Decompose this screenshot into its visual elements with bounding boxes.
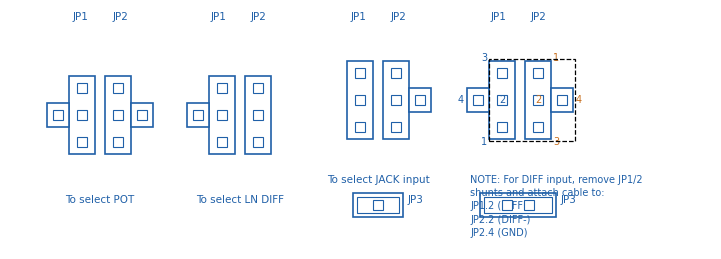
Bar [77, 83, 87, 93]
Bar [525, 61, 551, 139]
Bar [391, 122, 401, 132]
Text: JP2: JP2 [390, 12, 406, 22]
Bar [409, 88, 431, 112]
Bar [193, 110, 203, 120]
Bar [484, 197, 552, 213]
Bar [355, 95, 365, 105]
Text: NOTE: For DIFF input, remove JP1/2
shunts and attach cable to:
JP1.2 (DIFF+)
JP2: NOTE: For DIFF input, remove JP1/2 shunt… [470, 175, 642, 238]
Bar [253, 110, 263, 120]
Bar [497, 122, 507, 132]
Bar [209, 76, 235, 154]
Bar [113, 110, 123, 120]
Bar [355, 122, 365, 132]
Bar [217, 83, 227, 93]
Text: JP2: JP2 [250, 12, 266, 22]
Bar [383, 61, 409, 139]
Text: JP3: JP3 [408, 195, 424, 205]
Bar [187, 103, 209, 127]
Bar [489, 59, 575, 141]
Bar [347, 61, 373, 139]
Bar [105, 76, 131, 154]
Text: 4: 4 [576, 95, 582, 105]
Bar [551, 88, 573, 112]
Bar [480, 193, 556, 217]
Bar [69, 76, 95, 154]
Text: JP1: JP1 [210, 12, 226, 22]
Text: 2: 2 [499, 95, 505, 105]
Bar [391, 95, 401, 105]
Bar [533, 122, 543, 132]
Bar [497, 68, 507, 78]
Bar [373, 200, 383, 210]
Bar [415, 95, 425, 105]
Text: JP2: JP2 [112, 12, 128, 22]
Bar [467, 88, 489, 112]
Bar [557, 95, 567, 105]
Bar [217, 110, 227, 120]
Text: 1: 1 [481, 137, 487, 147]
Bar [391, 68, 401, 78]
Bar [131, 103, 153, 127]
Bar [473, 95, 483, 105]
Bar [524, 200, 534, 210]
Bar [137, 110, 147, 120]
Text: 2: 2 [535, 95, 541, 105]
Bar [47, 103, 69, 127]
Text: JP1: JP1 [490, 12, 506, 22]
Bar [253, 83, 263, 93]
Bar [497, 95, 507, 105]
Text: 3: 3 [553, 137, 559, 147]
Text: 4: 4 [458, 95, 464, 105]
Bar [113, 137, 123, 147]
Text: 3: 3 [481, 53, 487, 63]
Bar [77, 110, 87, 120]
Text: JP3: JP3 [561, 195, 577, 205]
Bar [113, 83, 123, 93]
Bar [77, 137, 87, 147]
Bar [245, 76, 271, 154]
Bar [502, 200, 512, 210]
Bar [533, 95, 543, 105]
Text: 1: 1 [553, 53, 559, 63]
Bar [353, 193, 403, 217]
Text: To select JACK input: To select JACK input [327, 175, 430, 185]
Text: JP2: JP2 [530, 12, 546, 22]
Text: To select POT: To select POT [66, 195, 135, 205]
Bar [357, 197, 399, 213]
Bar [489, 61, 515, 139]
Text: JP1: JP1 [72, 12, 88, 22]
Bar [53, 110, 63, 120]
Bar [533, 68, 543, 78]
Bar [217, 137, 227, 147]
Text: To select LN DIFF: To select LN DIFF [196, 195, 284, 205]
Bar [253, 137, 263, 147]
Text: JP1: JP1 [350, 12, 366, 22]
Bar [355, 68, 365, 78]
